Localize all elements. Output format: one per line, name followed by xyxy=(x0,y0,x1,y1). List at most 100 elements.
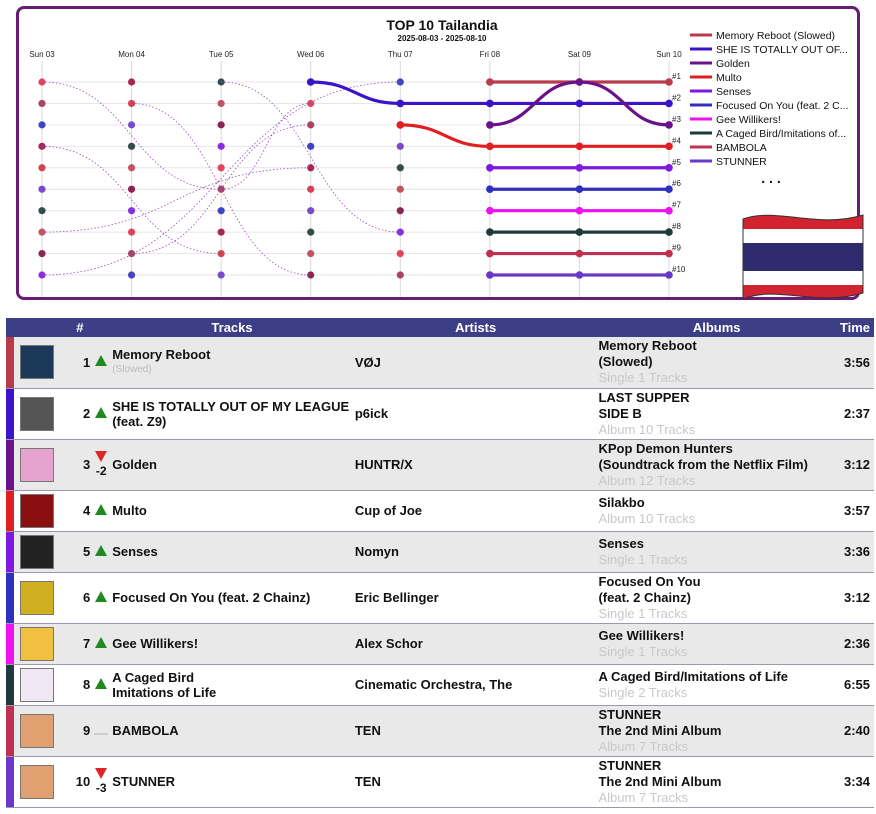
track-time: 3:36 xyxy=(835,531,874,573)
album-cell[interactable]: Silakbo Album 10 Tracks xyxy=(597,490,836,532)
table-row[interactable]: 1 Memory Reboot (Slowed) VØJ Memory Reboot (… xyxy=(6,337,874,389)
legend-label: SHE IS TOTALLY OUT OF... xyxy=(716,44,848,56)
artist-name[interactable]: HUNTR/X xyxy=(353,439,598,491)
series-point xyxy=(575,163,584,172)
background-point xyxy=(307,185,315,193)
x-tick-label: Mon 04 xyxy=(118,50,145,59)
track-cell[interactable]: Gee Willikers! xyxy=(110,623,354,665)
table-row[interactable]: 3 -2 Golden HUNTR/X KPop Demon Hunters (Soun… xyxy=(6,439,874,491)
header-albums[interactable]: Albums xyxy=(597,318,836,337)
table-row[interactable]: 9 BAMBOLA TEN STUNNER The 2nd Mini Album Alb… xyxy=(6,705,874,757)
album-cover-image[interactable] xyxy=(19,713,54,748)
album-cover-image[interactable] xyxy=(19,447,54,482)
album-title[interactable]: Focused On You (feat. 2 Chainz) xyxy=(598,573,701,605)
album-cell[interactable]: Gee Willikers! Single 1 Tracks xyxy=(597,623,836,665)
artist-name[interactable]: TEN xyxy=(353,756,598,808)
track-cell[interactable]: Focused On You (feat. 2 Chainz) xyxy=(110,572,354,624)
background-point xyxy=(127,228,136,236)
album-cell[interactable]: KPop Demon Hunters (Soundtrack from the … xyxy=(597,439,836,491)
album-cover-image[interactable] xyxy=(19,626,54,661)
legend-label: Gee Willikers! xyxy=(716,114,781,126)
table-row[interactable]: 6 Focused On You (feat. 2 Chainz) Eric Bel… xyxy=(6,572,874,624)
album-cell[interactable]: A Caged Bird/Imitations of Life Single 2 … xyxy=(597,664,836,706)
album-cover-image[interactable] xyxy=(19,580,54,615)
artist-name[interactable]: p6ick xyxy=(353,388,598,440)
series-point xyxy=(575,142,584,151)
series-point xyxy=(486,185,494,194)
album-cell[interactable]: STUNNER The 2nd Mini Album Album 7 Tracks xyxy=(597,756,836,808)
artist-name[interactable]: Cinematic Orchestra, The xyxy=(353,664,598,706)
album-title[interactable]: Senses xyxy=(598,535,644,551)
album-cell[interactable]: Senses Single 1 Tracks xyxy=(597,531,836,573)
track-title[interactable]: Focused On You (feat. 2 Chainz) xyxy=(112,590,311,605)
table-row[interactable]: 5 Senses Nomyn Senses Single 1 Tracks 3:36 xyxy=(6,531,874,573)
album-cover-image[interactable] xyxy=(19,396,54,431)
artist-name[interactable]: Eric Bellinger xyxy=(353,572,598,624)
header-blank xyxy=(6,318,68,337)
track-title[interactable]: Senses xyxy=(112,544,158,559)
track-title[interactable]: Multo xyxy=(112,503,147,518)
track-cell[interactable]: SHE IS TOTALLY OUT OF MY LEAGUE (feat. Z… xyxy=(110,388,354,440)
track-title[interactable]: STUNNER xyxy=(112,774,176,789)
series-point xyxy=(665,142,673,151)
track-title[interactable]: Golden xyxy=(112,457,157,472)
series-point xyxy=(665,121,673,129)
track-title[interactable]: Memory Reboot xyxy=(112,347,211,363)
track-cell[interactable]: BAMBOLA xyxy=(110,705,354,757)
background-point xyxy=(217,271,225,279)
track-cell[interactable]: Golden xyxy=(110,439,354,491)
artist-name[interactable]: VØJ xyxy=(353,337,598,389)
x-tick-label: Sun 10 xyxy=(656,50,682,59)
album-cover-image[interactable] xyxy=(19,345,54,380)
table-row[interactable]: 10 -3 STUNNER TEN STUNNER The 2nd Mini Album… xyxy=(6,756,874,808)
album-title[interactable]: Gee Willikers! xyxy=(598,627,685,643)
track-title[interactable]: A Caged Bird Imitations of Life xyxy=(112,669,217,700)
album-cell[interactable]: Memory Reboot (Slowed) Single 1 Tracks xyxy=(597,337,836,389)
album-cover-image[interactable] xyxy=(19,493,54,528)
background-point xyxy=(38,207,46,215)
album-cover-image[interactable] xyxy=(19,667,54,702)
album-title[interactable]: KPop Demon Hunters (Soundtrack from the … xyxy=(598,440,808,472)
album-cover-image[interactable] xyxy=(19,534,54,569)
row-color-bar xyxy=(6,490,14,532)
background-connector xyxy=(41,81,222,190)
background-point xyxy=(127,164,136,172)
track-title[interactable]: BAMBOLA xyxy=(112,723,179,738)
rank-label: #10 xyxy=(672,265,686,274)
album-title[interactable]: LAST SUPPER SIDE B xyxy=(598,389,690,421)
rank-move xyxy=(92,490,111,532)
track-cell[interactable]: Memory Reboot (Slowed) xyxy=(110,337,354,389)
header-tracks[interactable]: Tracks xyxy=(110,318,354,337)
artist-name[interactable]: TEN xyxy=(353,705,598,757)
header-artists[interactable]: Artists xyxy=(353,318,598,337)
track-time: 6:55 xyxy=(835,664,874,706)
album-cell[interactable]: Focused On You (feat. 2 Chainz) Single 1 … xyxy=(597,572,836,624)
legend-label: Focused On You (feat. 2 C... xyxy=(716,100,849,112)
background-point xyxy=(396,78,404,86)
track-cell[interactable]: STUNNER xyxy=(110,756,354,808)
track-cell[interactable]: Multo xyxy=(110,490,354,532)
table-row[interactable]: 8 A Caged Bird Imitations of Life Cinemati… xyxy=(6,664,874,706)
header-time[interactable]: Time xyxy=(835,318,874,337)
table-row[interactable]: 4 Multo Cup of Joe Silakbo Album 10 Tracks 3:… xyxy=(6,490,874,532)
album-cell[interactable]: LAST SUPPER SIDE B Album 10 Tracks xyxy=(597,388,836,440)
artist-name[interactable]: Cup of Joe xyxy=(353,490,598,532)
table-row[interactable]: 2 SHE IS TOTALLY OUT OF MY LEAGUE (feat. … xyxy=(6,388,874,440)
artist-name[interactable]: Alex Schor xyxy=(353,623,598,665)
track-title[interactable]: SHE IS TOTALLY OUT OF MY LEAGUE (feat. Z… xyxy=(112,398,350,429)
track-cell[interactable]: A Caged Bird Imitations of Life xyxy=(110,664,354,706)
album-title[interactable]: STUNNER The 2nd Mini Album xyxy=(598,706,722,738)
album-title[interactable]: Silakbo xyxy=(598,494,645,510)
thailand-flag-icon xyxy=(742,214,864,300)
album-info: Album 10 Tracks xyxy=(598,421,696,437)
table-row[interactable]: 7 Gee Willikers! Alex Schor Gee Willikers! S… xyxy=(6,623,874,665)
album-cell[interactable]: STUNNER The 2nd Mini Album Album 7 Tracks xyxy=(597,705,836,757)
album-cover-image[interactable] xyxy=(19,764,54,799)
track-title[interactable]: Gee Willikers! xyxy=(112,636,199,651)
series-point xyxy=(575,206,584,215)
album-title[interactable]: A Caged Bird/Imitations of Life xyxy=(598,668,788,684)
track-cell[interactable]: Senses xyxy=(110,531,354,573)
album-title[interactable]: STUNNER The 2nd Mini Album xyxy=(598,757,722,789)
album-title[interactable]: Memory Reboot (Slowed) xyxy=(598,338,697,370)
artist-name[interactable]: Nomyn xyxy=(353,531,598,573)
